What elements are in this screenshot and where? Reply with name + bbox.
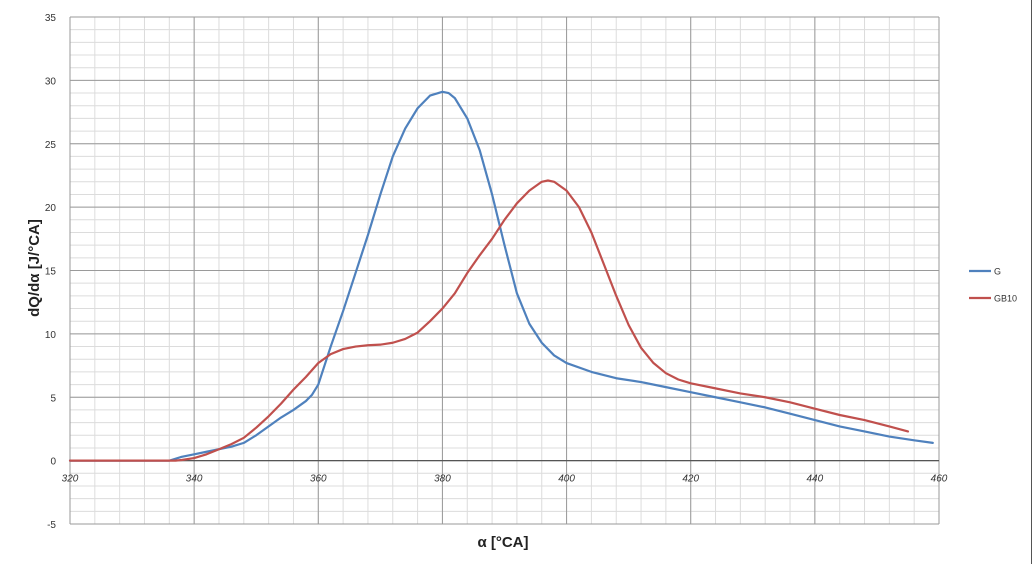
legend-label-gb10: GB10 xyxy=(994,294,1017,304)
y-tick-label: 25 xyxy=(45,140,57,151)
y-tick-label: 35 xyxy=(45,13,57,24)
y-tick-label: 5 xyxy=(50,393,56,404)
y-tick-label: 10 xyxy=(45,330,57,341)
y-tick-label: 30 xyxy=(45,76,57,87)
legend-label-g: G xyxy=(994,267,1001,277)
x-tick-label: 440 xyxy=(807,474,824,485)
x-tick-label: 340 xyxy=(186,474,203,485)
x-tick-label: 400 xyxy=(558,474,575,485)
y-tick-labels: -5 0 5 10 15 20 25 30 35 xyxy=(45,13,57,531)
series-line-gb10 xyxy=(68,179,910,462)
x-tick-labels: 320 340 360 380 400 420 440 460 xyxy=(62,474,948,485)
y-axis-label: dQ/dα [J/°CA] xyxy=(26,219,43,317)
series-lines xyxy=(68,90,934,462)
y-tick-label: 0 xyxy=(50,457,56,468)
y-tick-label: -5 xyxy=(47,520,56,531)
frame-edge xyxy=(1031,0,1032,564)
x-tick-label: 380 xyxy=(434,474,451,485)
x-tick-label: 420 xyxy=(682,474,699,485)
y-tick-label: 20 xyxy=(45,203,57,214)
x-tick-label: 320 xyxy=(62,474,79,485)
y-tick-label: 15 xyxy=(45,267,57,278)
series-line-g xyxy=(68,90,934,462)
x-axis-label: α [°CA] xyxy=(477,534,528,551)
legend: G GB10 xyxy=(969,267,1017,304)
x-tick-label: 360 xyxy=(310,474,327,485)
major-gridlines xyxy=(69,16,940,525)
x-tick-label: 460 xyxy=(931,474,948,485)
